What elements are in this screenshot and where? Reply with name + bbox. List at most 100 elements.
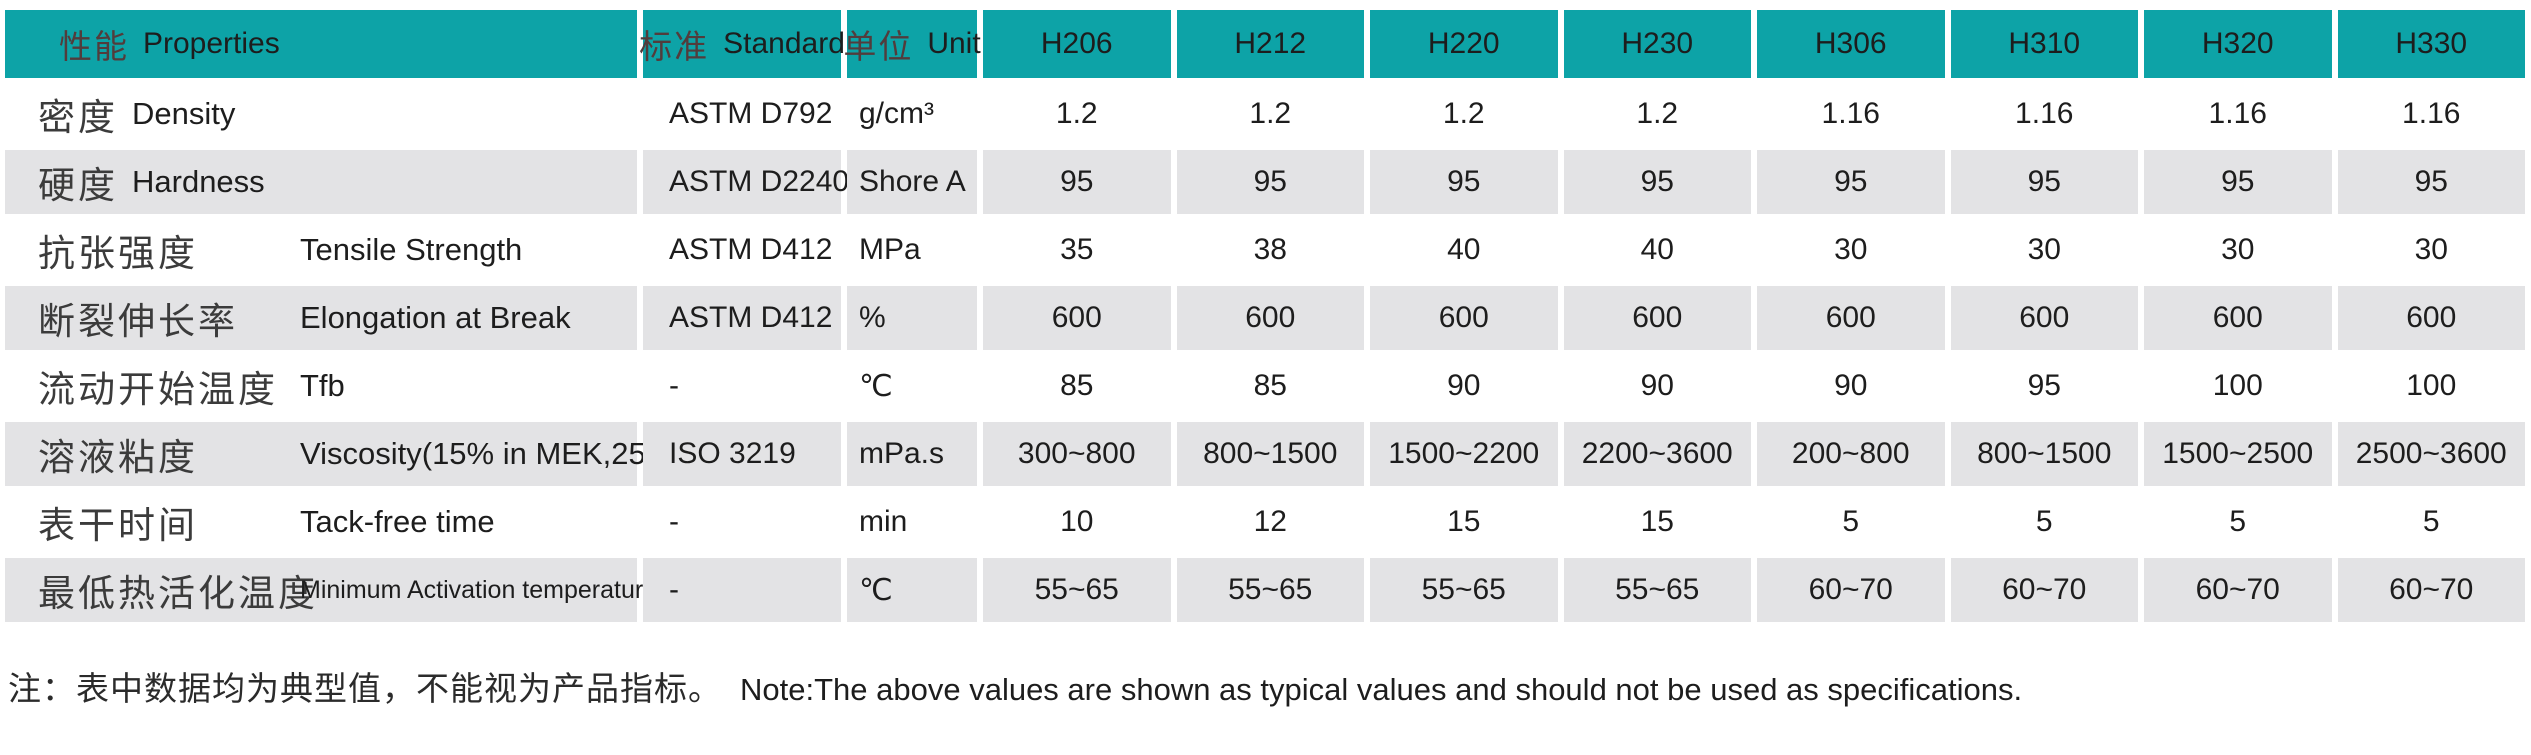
row-unit: ℃ [847,558,977,622]
row-value: 55~65 [1370,558,1558,622]
row-value: 60~70 [1757,558,1945,622]
row-value: 12 [1176,490,1364,554]
row-value: 90 [1370,354,1558,418]
row-value: 1500~2200 [1370,422,1558,486]
footnote: 注：表中数据均为典型值，不能视为产品指标。 Note:The above valu… [8,662,2531,710]
row-value: 95 [1757,150,1945,214]
row-unit: ℃ [847,354,977,418]
row-value: 800~1500 [1176,422,1364,486]
column-header-unit: 单位 Unit [843,10,981,78]
row-label-en: Tfb [300,368,345,403]
column-header-product-H230: H230 [1563,10,1751,78]
column-header-product-H206: H206 [983,10,1171,78]
row-label-en: Viscosity(15% in MEK,25℃) [300,436,691,471]
row-label: 表干时间 Tack-free time [5,490,637,554]
row-value: 5 [1950,490,2138,554]
row-value: 1.2 [1563,82,1751,146]
row-value: 600 [1757,286,1945,350]
row-value: 60~70 [1950,558,2138,622]
row-value: 95 [1950,150,2138,214]
column-header-product-H310: H310 [1950,10,2138,78]
row-value: 1.16 [1757,82,1945,146]
row-value: 1.2 [1370,82,1558,146]
row-value: 95 [2144,150,2332,214]
row-value: 90 [1757,354,1945,418]
row-value: 5 [2144,490,2332,554]
row-value: 55~65 [1176,558,1364,622]
row-label-zh: 溶液粘度 [38,437,198,478]
row-value: 95 [983,150,1171,214]
column-header-properties: 性能 Properties [5,10,637,78]
row-label: 流动开始温度 Tfb [5,354,637,418]
row-value: 30 [2337,218,2525,282]
row-label: 抗张强度 Tensile Strength [5,218,637,282]
row-label: 密度 Density [5,82,637,146]
spec-table: 性能 Properties 标准 Standard 单位 Unit H206 H2… [5,10,2525,622]
row-value: 35 [983,218,1171,282]
column-header-product-H320: H320 [2144,10,2332,78]
row-value: 60~70 [2337,558,2525,622]
column-header-standard-en: Standard [723,27,845,60]
row-unit: mPa.s [847,422,977,486]
row-value: 300~800 [983,422,1171,486]
column-header-standard: 标准 Standard [639,10,845,78]
row-standard: ASTM D412 [643,286,841,350]
row-value: 5 [2337,490,2525,554]
row-value: 600 [983,286,1171,350]
row-value: 15 [1370,490,1558,554]
row-value: 55~65 [1563,558,1751,622]
row-label-zh: 抗张强度 [38,233,198,274]
row-value: 600 [2337,286,2525,350]
row-value: 85 [1176,354,1364,418]
row-value: 200~800 [1757,422,1945,486]
row-value: 95 [1176,150,1364,214]
row-standard: - [643,354,841,418]
row-value: 1.2 [983,82,1171,146]
row-label: 溶液粘度 Viscosity(15% in MEK,25℃) [5,422,691,486]
row-label-en: Minimum Activation temperature [300,575,658,604]
column-header-standard-zh: 标准 [639,28,710,65]
row-value: 600 [1950,286,2138,350]
row-standard: ASTM D412 [643,218,841,282]
column-header-properties-en: Properties [143,27,280,60]
row-label-en: Density [132,96,236,131]
row-value: 15 [1563,490,1751,554]
row-value: 1.2 [1176,82,1364,146]
row-standard: ISO 3219 [643,422,841,486]
row-value: 30 [2144,218,2332,282]
row-label-en: Elongation at Break [300,300,571,335]
row-value: 5 [1757,490,1945,554]
row-value: 1.16 [1950,82,2138,146]
row-value: 800~1500 [1950,422,2138,486]
row-unit: g/cm³ [847,82,977,146]
row-value: 90 [1563,354,1751,418]
row-standard: ASTM D792 [643,82,841,146]
row-standard: ASTM D2240 [643,150,849,214]
footnote-en: Note:The above values are shown as typic… [740,672,2023,707]
row-value: 30 [1950,218,2138,282]
row-unit: % [847,286,977,350]
row-label-zh: 硬度 [38,165,118,206]
row-unit: MPa [847,218,977,282]
row-value: 600 [1370,286,1558,350]
row-value: 95 [1950,354,2138,418]
column-header-product-H306: H306 [1757,10,1945,78]
row-value: 38 [1176,218,1364,282]
datasheet-page: 性能 Properties 标准 Standard 单位 Unit H206 H2… [0,10,2531,755]
row-value: 600 [1176,286,1364,350]
row-label-zh: 流动开始温度 [38,369,278,410]
row-value: 30 [1757,218,1945,282]
row-value: 55~65 [983,558,1171,622]
row-label-zh: 密度 [38,97,118,138]
row-value: 100 [2337,354,2525,418]
row-value: 1500~2500 [2144,422,2332,486]
row-value: 10 [983,490,1171,554]
row-value: 600 [1563,286,1751,350]
footnote-zh: 注：表中数据均为典型值，不能视为产品指标。 [8,670,722,707]
row-value: 60~70 [2144,558,2332,622]
row-value: 85 [983,354,1171,418]
row-label: 硬度 Hardness [5,150,637,214]
row-value: 1.16 [2144,82,2332,146]
column-header-unit-en: Unit [927,27,981,60]
row-label-zh: 断裂伸长率 [38,301,238,342]
